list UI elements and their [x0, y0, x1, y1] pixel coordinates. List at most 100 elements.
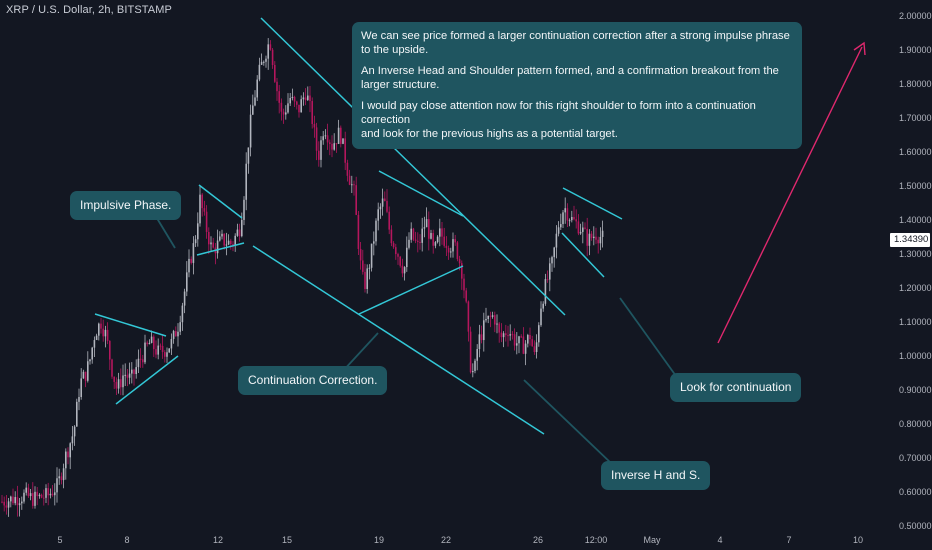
candle-body	[221, 233, 223, 237]
candle-body	[296, 101, 298, 105]
candle-body	[93, 340, 96, 348]
candle-body	[234, 235, 236, 245]
candle-body	[89, 359, 91, 362]
candle-body	[192, 243, 195, 263]
candle-body	[120, 379, 122, 388]
x-tick-label: 4	[717, 535, 722, 545]
x-tick-label: 19	[374, 535, 384, 545]
candle-body	[16, 497, 19, 506]
flag-lower-trendline[interactable]	[561, 232, 605, 278]
x-tick-label: 15	[282, 535, 292, 545]
candle-body	[518, 336, 520, 344]
candle-body	[51, 493, 54, 496]
candle-body	[469, 331, 472, 373]
inverse-hs-pointer-line	[523, 379, 613, 465]
candle-body	[524, 343, 527, 354]
candle-body	[412, 228, 415, 240]
candle-body	[531, 339, 533, 347]
candle-body	[483, 320, 485, 341]
pennant-2-lower-trendline[interactable]	[196, 242, 245, 256]
candle-body	[516, 343, 518, 346]
candle-body	[76, 401, 78, 427]
candle-body	[95, 335, 98, 341]
candle-body	[232, 244, 234, 246]
x-tick-label: 5	[57, 535, 62, 545]
candle-body	[278, 91, 280, 103]
pennant-1-upper-trendline[interactable]	[94, 313, 167, 337]
inverse-hs-callout[interactable]: Inverse H and S.	[601, 461, 711, 490]
y-tick-label: 1.80000	[899, 79, 932, 89]
correction-upper-trendline[interactable]	[260, 17, 566, 316]
candle-body	[390, 229, 393, 244]
candle-body	[14, 497, 16, 504]
x-tick-label: 7	[786, 535, 791, 545]
candle-body	[269, 44, 272, 50]
candle-body	[36, 491, 38, 497]
candle-body	[386, 200, 388, 212]
analysis-note-line-3b: and look for the previous highs as a pot…	[361, 128, 618, 140]
candle-body	[370, 243, 373, 268]
candle-body	[458, 259, 461, 264]
pennant-1-lower-trendline[interactable]	[115, 355, 179, 405]
y-tick-label: 1.60000	[899, 147, 932, 157]
candle-body	[579, 231, 582, 234]
candle-body	[463, 278, 465, 291]
candle-body	[337, 127, 340, 144]
candle-body	[538, 325, 540, 343]
look-for-continuation-callout[interactable]: Look for continuation	[670, 373, 802, 402]
candle-body	[78, 397, 80, 402]
candle-body	[582, 227, 584, 232]
flag-upper-trendline[interactable]	[562, 187, 623, 220]
candle-body	[69, 443, 71, 458]
candle-body	[329, 142, 331, 144]
candle-body	[392, 243, 395, 248]
candle-body	[131, 369, 133, 374]
candle-body	[417, 240, 419, 242]
candle-body	[23, 492, 25, 502]
candle-body	[568, 220, 571, 222]
continuation-correction-callout[interactable]: Continuation Correction.	[238, 366, 388, 395]
candle-body	[553, 247, 555, 258]
candle-body	[529, 334, 531, 340]
candle-body	[447, 247, 450, 253]
correction-lower-trendline[interactable]	[252, 245, 545, 435]
candle-body	[588, 233, 591, 246]
candle-body	[260, 61, 263, 65]
triangle-lower-trendline[interactable]	[358, 265, 464, 315]
candle-body	[485, 318, 487, 321]
candle-body	[104, 329, 107, 337]
x-tick-label: 12	[213, 535, 223, 545]
candle-body	[544, 279, 547, 304]
candle-body	[126, 374, 129, 378]
candle-body	[80, 378, 82, 398]
candle-body	[527, 334, 529, 344]
candle-body	[170, 338, 173, 349]
candle-body	[397, 254, 399, 257]
candle-body	[320, 140, 322, 160]
candle-body	[98, 323, 100, 336]
candle-body	[489, 315, 492, 317]
candle-body	[302, 97, 305, 100]
target-arrow-shaft[interactable]	[717, 46, 863, 344]
y-tick-label: 2.00000	[899, 11, 932, 21]
x-tick-label: 10	[853, 535, 863, 545]
candle-body	[304, 97, 307, 101]
candle-body	[106, 329, 109, 341]
candle-body	[377, 209, 379, 221]
candle-body	[212, 242, 214, 248]
pennant-2-upper-trendline[interactable]	[198, 184, 243, 219]
candle-body	[115, 381, 118, 389]
candle-body	[32, 493, 34, 506]
impulsive-phase-callout[interactable]: Impulsive Phase.	[70, 191, 182, 220]
candle-body	[348, 175, 351, 185]
symbol-title[interactable]: XRP / U.S. Dollar, 2h, BITSTAMP	[6, 4, 172, 16]
candle-body	[443, 236, 445, 246]
analysis-note-callout[interactable]: We can see price formed a larger continu…	[352, 22, 802, 149]
candle-body	[445, 245, 448, 248]
candle-body	[307, 95, 309, 101]
triangle-upper-trendline[interactable]	[378, 170, 464, 217]
candle-body	[476, 349, 478, 361]
candle-body	[593, 236, 595, 239]
